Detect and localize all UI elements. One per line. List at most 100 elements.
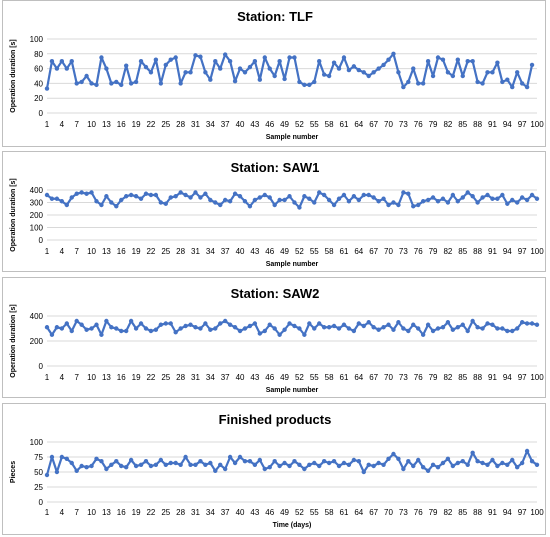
saw2-x-tick-label: 7 — [74, 373, 79, 382]
finished-products-data-point — [277, 463, 282, 469]
finished-products-data-point — [391, 451, 396, 457]
saw2-data-point — [64, 321, 69, 326]
tlf-data-point — [148, 70, 154, 75]
finished-products-x-tick-label: 55 — [310, 508, 319, 517]
saw1-data-point — [510, 197, 515, 203]
saw2-data-point — [292, 323, 297, 329]
tlf-x-tick-label: 100 — [530, 120, 544, 129]
saw1-data-point — [178, 190, 183, 195]
saw1-data-point — [79, 190, 84, 195]
tlf-data-point — [401, 84, 406, 90]
tlf-data-point — [178, 81, 183, 86]
finished-products-data-point — [227, 454, 233, 460]
tlf-x-tick-label: 67 — [369, 120, 378, 129]
tlf-data-point — [356, 67, 362, 73]
tlf-data-point — [193, 53, 198, 58]
tlf-x-tick-label: 85 — [458, 120, 467, 129]
saw1-data-point — [109, 200, 114, 205]
finished-products-data-point — [287, 463, 292, 469]
saw2-data-point — [470, 318, 475, 324]
saw2-data-point — [346, 326, 352, 331]
finished-products-data-point — [317, 463, 322, 469]
saw2-data-point — [84, 327, 89, 332]
saw1-data-point — [168, 195, 173, 200]
saw2-data-point — [297, 326, 302, 331]
saw2-data-point — [524, 321, 530, 326]
tlf-data-point — [460, 73, 465, 79]
saw2-data-point — [222, 318, 228, 324]
finished-products-x-tick-label: 1 — [45, 508, 50, 517]
saw2-x-tick-label: 70 — [384, 373, 393, 382]
finished-products-x-tick-label: 61 — [340, 508, 349, 517]
finished-products-data-point — [371, 463, 376, 469]
finished-products-data-point — [183, 454, 188, 460]
saw1-data-point — [173, 194, 178, 199]
finished-products-x-tick-label: 22 — [146, 508, 155, 517]
saw1-x-tick-label: 37 — [221, 247, 230, 256]
chart-saw2: Station: SAW2 0 200 400 1 4 7 10 13 16 19 22 25 28 31 3… — [10, 286, 544, 394]
finished-products-data-point — [460, 459, 465, 464]
finished-products-data-point — [401, 466, 406, 472]
saw1-data-point — [420, 199, 426, 204]
finished-products-data-point — [54, 469, 60, 475]
saw1-data-point — [89, 190, 94, 195]
saw2-data-point — [262, 328, 267, 334]
saw1-x-tick-label: 34 — [206, 247, 215, 256]
saw2-series-line — [46, 319, 538, 336]
finished-products-data-point — [341, 460, 347, 466]
saw2-data-point — [257, 331, 263, 336]
tlf-data-point — [208, 77, 213, 82]
saw2-data-point — [420, 332, 426, 337]
saw1-data-point — [242, 199, 248, 204]
saw2-data-point — [529, 321, 535, 326]
finished-products-series-line — [45, 449, 538, 476]
finished-products-data-point — [59, 454, 65, 460]
finished-products-data-point — [69, 460, 74, 466]
saw1-data-point — [475, 200, 480, 205]
saw2-data-point — [79, 322, 84, 327]
finished-products-data-point — [346, 462, 352, 467]
finished-products-x-axis-label: Time (days) — [273, 522, 312, 529]
tlf-data-point — [89, 81, 94, 86]
tlf-data-point — [425, 59, 431, 64]
saw2-data-point — [307, 321, 312, 326]
saw2-x-tick-label: 13 — [102, 373, 111, 382]
saw2-data-point — [44, 325, 50, 330]
saw1-data-point — [193, 190, 198, 195]
saw1-x-tick-label: 55 — [310, 247, 319, 256]
saw1-data-point — [445, 200, 451, 205]
saw2-data-point — [128, 318, 134, 324]
saw2-x-tick-label: 34 — [206, 373, 215, 382]
saw2-data-point — [475, 325, 480, 330]
saw2-data-point — [178, 326, 183, 331]
finished-products-title: Finished products — [219, 412, 332, 427]
tlf-data-point — [44, 86, 50, 91]
finished-products-data-point — [44, 472, 50, 478]
saw2-data-point — [500, 326, 505, 331]
saw2-data-point — [277, 332, 282, 337]
tlf-y-tick-label: 40 — [34, 79, 43, 88]
saw1-data-point — [341, 192, 347, 198]
tlf-x-tick-label: 43 — [250, 120, 259, 129]
tlf-y-tick-label: 100 — [30, 35, 44, 44]
tlf-data-point — [524, 84, 530, 90]
tlf-data-point — [104, 66, 109, 71]
tlf-x-tick-label: 91 — [488, 120, 497, 129]
tlf-data-point — [292, 55, 297, 60]
tlf-data-point — [411, 66, 416, 71]
saw1-data-point — [148, 192, 154, 198]
tlf-data-point — [99, 55, 104, 60]
tlf-data-point — [490, 70, 495, 75]
saw2-x-tick-label: 28 — [176, 373, 185, 382]
saw1-data-point — [495, 196, 500, 201]
finished-products-x-tick-label: 40 — [236, 508, 245, 517]
finished-products-data-point — [529, 459, 535, 464]
saw1-data-point — [208, 197, 213, 203]
saw2-data-point — [138, 321, 144, 326]
saw2-data-point — [515, 326, 520, 331]
tlf-data-point — [242, 70, 248, 75]
saw1-x-tick-label: 100 — [530, 247, 544, 256]
saw2-data-point — [425, 322, 431, 327]
saw2-x-tick-label: 19 — [132, 373, 141, 382]
tlf-x-tick-label: 94 — [503, 120, 512, 129]
